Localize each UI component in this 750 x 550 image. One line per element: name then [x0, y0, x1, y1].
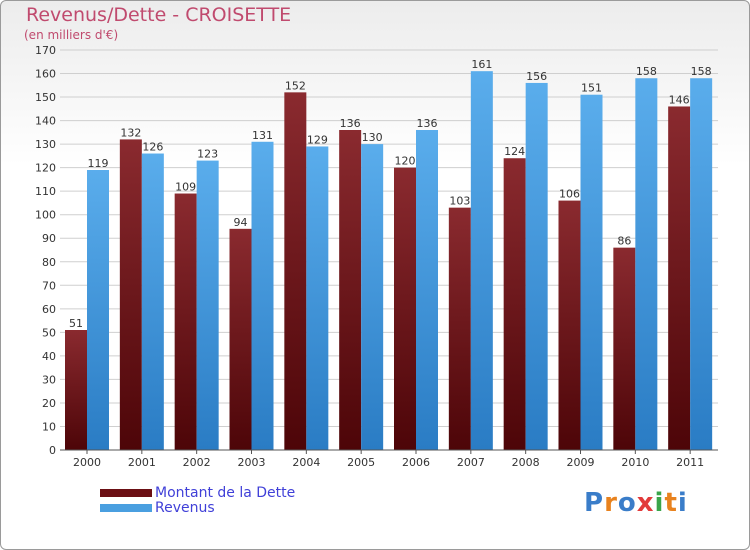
data-label-revenus: 130	[362, 131, 383, 144]
data-label-revenus: 119	[88, 157, 109, 170]
grid-lines	[60, 49, 718, 451]
x-tick-label: 2000	[73, 456, 101, 469]
y-tick-label: 120	[35, 162, 56, 175]
x-tick-label: 2003	[238, 456, 266, 469]
data-label-dette: 124	[504, 145, 525, 158]
bar-revenus	[251, 141, 274, 450]
data-label-dette: 106	[559, 188, 580, 201]
logo-letter: o	[617, 488, 637, 518]
bar-revenus	[306, 146, 329, 450]
y-tick-label: 60	[42, 303, 56, 316]
y-tick-label: 0	[49, 444, 56, 457]
data-label-dette: 146	[669, 93, 690, 106]
y-axis-ticks: 0 10 20 30 40 50 60 70 80 90 100 110 120 130 140 150 160…	[35, 44, 56, 457]
y-tick-label: 100	[35, 209, 56, 222]
x-tick-label: 2004	[292, 456, 320, 469]
legend-swatch-dette	[100, 489, 152, 497]
data-label-revenus: 129	[307, 133, 328, 146]
x-tick-label: 2001	[128, 456, 156, 469]
data-label-revenus: 151	[581, 82, 602, 95]
x-tick-label: 2009	[567, 456, 595, 469]
logo-letter: r	[604, 488, 618, 518]
logo-letter: x	[636, 488, 655, 518]
bar-dette	[229, 228, 252, 450]
logo-letter: t	[664, 488, 678, 518]
bar-dette	[394, 167, 416, 450]
data-label-revenus: 161	[471, 58, 492, 71]
data-label-revenus: 131	[252, 129, 273, 142]
y-tick-label: 70	[42, 279, 56, 292]
data-label-dette: 152	[285, 79, 306, 92]
y-tick-label: 40	[42, 350, 56, 363]
logo-letter: i	[677, 488, 688, 518]
bar-dette	[65, 330, 87, 450]
bar-dette	[284, 92, 307, 451]
data-label-dette: 132	[120, 126, 141, 139]
bar-revenus	[525, 82, 548, 451]
y-tick-label: 30	[42, 373, 56, 386]
y-tick-label: 130	[35, 138, 56, 151]
bar-dette	[119, 139, 142, 451]
bar-revenus	[87, 170, 109, 450]
bar-dette	[339, 130, 362, 450]
bars	[65, 71, 713, 451]
data-label-revenus: 136	[417, 117, 438, 130]
proxiti-logo: Proxiti	[584, 488, 688, 518]
x-tick-label: 2010	[621, 456, 649, 469]
chart-subtitle: (en milliers d'€)	[24, 28, 119, 42]
y-tick-label: 80	[42, 256, 56, 269]
bar-revenus	[141, 153, 164, 450]
bar-revenus	[690, 78, 713, 450]
data-label-dette: 120	[395, 155, 416, 168]
bar-revenus	[361, 144, 384, 450]
legend-label-dette: Montant de la Dette	[155, 485, 296, 501]
y-tick-label: 140	[35, 115, 56, 128]
x-tick-label: 2008	[512, 456, 540, 469]
data-label-revenus: 158	[691, 65, 712, 78]
y-tick-label: 90	[42, 232, 56, 245]
x-tick-label: 2006	[402, 456, 430, 469]
y-tick-label: 50	[42, 326, 56, 339]
legend-label-revenus: Revenus	[155, 500, 215, 516]
bar-dette	[558, 200, 581, 450]
y-tick-label: 10	[42, 420, 56, 433]
x-tick-label: 2007	[457, 456, 485, 469]
logo-letter: i	[654, 488, 665, 518]
legend-swatch-revenus	[100, 504, 152, 512]
bar-dette	[174, 193, 197, 450]
bar-revenus	[470, 71, 493, 451]
x-tick-label: 2005	[347, 456, 375, 469]
y-tick-label: 150	[35, 91, 56, 104]
data-label-dette: 103	[449, 195, 470, 208]
data-labels: 5111913212610912394131152129136130120136…	[69, 58, 712, 330]
y-tick-label: 160	[35, 68, 56, 81]
data-label-revenus: 156	[526, 70, 547, 83]
x-tick-label: 2002	[183, 456, 211, 469]
x-axis-ticks: 2000 2001 2002 2003 2004 2005 2006 2007 2008 2009…	[73, 450, 704, 469]
logo-letter: P	[584, 488, 605, 518]
bar-revenus	[416, 130, 438, 450]
x-tick-label: 2011	[676, 456, 704, 469]
y-tick-label: 170	[35, 44, 56, 57]
chart-title: Revenus/Dette - CROISETTE	[26, 4, 292, 26]
y-tick-label: 20	[42, 397, 56, 410]
data-label-dette: 136	[340, 117, 361, 130]
bar-dette	[503, 158, 526, 450]
bar-dette	[613, 247, 636, 450]
y-tick-label: 110	[35, 185, 56, 198]
data-label-revenus: 123	[197, 148, 218, 161]
bar-revenus	[580, 94, 603, 451]
data-label-dette: 51	[69, 317, 83, 330]
bar-revenus	[635, 78, 658, 450]
data-label-revenus: 126	[142, 141, 163, 154]
data-label-dette: 86	[617, 235, 631, 248]
data-label-dette: 94	[234, 216, 248, 229]
data-label-dette: 109	[175, 181, 196, 194]
bar-dette	[448, 207, 471, 450]
data-label-revenus: 158	[636, 65, 657, 78]
bar-dette	[668, 106, 691, 451]
bar-revenus	[196, 160, 219, 450]
